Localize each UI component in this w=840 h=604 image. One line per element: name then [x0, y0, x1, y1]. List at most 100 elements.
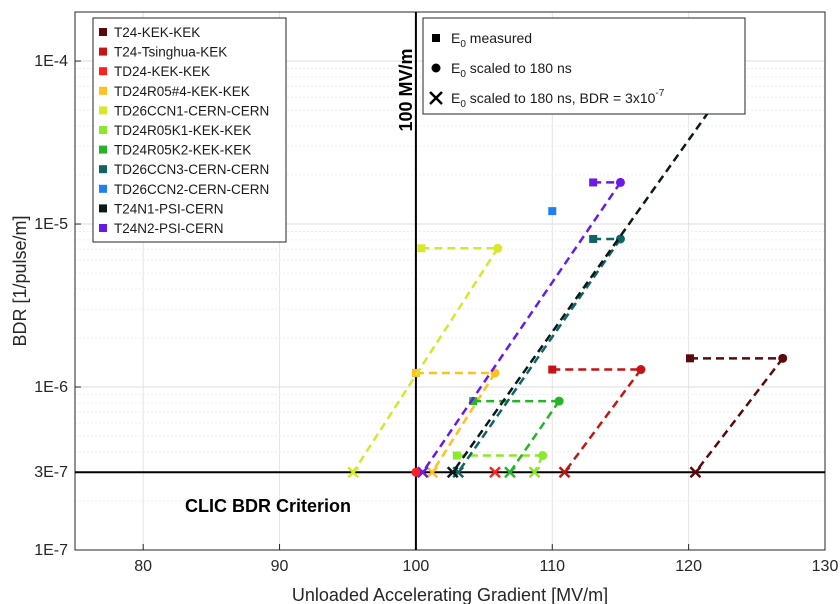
measured-point	[469, 397, 478, 406]
y-axis-label: BDR [1/pulse/m]	[10, 215, 30, 346]
marker-legend-sub: 0	[460, 69, 466, 80]
scaling-line	[451, 79, 732, 473]
scaled-point	[538, 451, 548, 461]
legend-swatch	[99, 67, 107, 76]
series-td26ccn2-cern-cern	[548, 207, 557, 216]
criterion-point-stroke	[489, 466, 501, 479]
marker-legend-box	[422, 17, 746, 115]
series-t24-tsinghua-kek	[548, 365, 646, 479]
criterion-point-stroke	[504, 466, 516, 479]
measured-point	[686, 354, 694, 363]
marker-legend-e: E	[451, 90, 460, 106]
legend-swatch	[99, 126, 107, 134]
series-td26ccn1-cern-cern	[347, 243, 503, 479]
criterion-point-stroke	[528, 466, 541, 479]
circle-marker-icon	[431, 63, 441, 73]
square-marker-icon	[432, 34, 440, 42]
criterion-point-stroke	[558, 466, 571, 479]
legend-label: T24N2-PSI-CERN	[114, 221, 224, 236]
marker-legend-label: E0 measured	[451, 30, 532, 50]
series-t24-kek-kek	[686, 353, 788, 479]
x-tick-label: 90	[271, 558, 289, 575]
marker-legend-sup: -7	[655, 88, 664, 99]
legend-swatch	[99, 145, 107, 154]
measured-point	[589, 234, 598, 243]
scaling-line	[421, 181, 622, 473]
legend-swatch	[99, 165, 107, 174]
marker-legend-e: E	[451, 30, 460, 46]
y-tick-label: 1E-4	[34, 53, 68, 70]
marker-legend-rest: scaled to 180 ns	[466, 60, 572, 76]
legend-label: T24-Tsinghua-KEK	[114, 45, 227, 60]
marker-legend-rest: measured	[466, 30, 532, 46]
scaling-line	[457, 238, 622, 473]
axes: 80 90 100 110 120 130 1E-7 3E-7 1E-6 1E-5 1E-4 Unlo…	[10, 53, 838, 604]
legend-swatch	[99, 204, 107, 213]
scaled-point	[411, 467, 421, 477]
scaling-line	[508, 400, 561, 473]
scaling-line	[352, 247, 499, 473]
marker-legend-label: E0 scaled to 180 ns, BDR = 3x10-7	[451, 88, 665, 110]
criterion-point-stroke	[426, 466, 439, 479]
legend-label: T24-KEK-KEK	[114, 25, 200, 40]
reference-line-label-100mvm: 100 MV/m	[396, 48, 416, 131]
legend-label: TD24R05#4-KEK-KEK	[114, 84, 250, 99]
x-axis-label: Unloaded Accelerating Gradient [MV/m]	[292, 585, 608, 604]
series-td24-kek-kek	[489, 466, 501, 479]
legend-label: TD26CCN1-CERN-CERN	[114, 103, 269, 118]
series-td24r05k2-kek-kek	[469, 396, 564, 479]
y-tick-label: 3E-7	[34, 464, 68, 481]
scaling-line	[694, 357, 784, 473]
series-legend: T24-KEK-KEK T24-Tsinghua-KEK TD24-KEK-KEK T…	[92, 17, 287, 243]
scaling-line	[431, 372, 497, 473]
measured-point	[548, 365, 557, 374]
x-tick-label: 130	[812, 558, 839, 575]
measured-point	[589, 178, 598, 187]
extra-point-group	[411, 467, 421, 477]
legend-swatch	[99, 47, 107, 56]
legend-swatch	[99, 28, 107, 36]
x-tick-label: 100	[403, 558, 430, 575]
criterion-point-stroke	[416, 466, 429, 479]
y-tick-label: 1E-6	[34, 379, 68, 396]
series-layer	[347, 75, 788, 479]
y-tick-label: 1E-7	[34, 542, 68, 559]
criterion-point-stroke	[347, 466, 360, 479]
x-tick-label: 110	[540, 558, 566, 575]
legend-label: TD24R05K1-KEK-KEK	[114, 123, 251, 138]
legend-swatch	[99, 224, 107, 232]
criterion-point-stroke	[446, 466, 459, 479]
series-t24n2-psi-cern	[416, 177, 625, 479]
x-marker-icon	[429, 91, 443, 105]
legend-label: TD24-KEK-KEK	[114, 64, 210, 79]
legend-swatch	[99, 86, 107, 95]
marker-legend-sub: 0	[460, 99, 466, 110]
legend-swatch	[99, 184, 107, 193]
scaled-point	[778, 353, 788, 363]
x-tick-label: 120	[675, 558, 702, 575]
marker-legend-sub: 0	[460, 39, 466, 50]
reference-lines: 100 MV/m CLIC BDR Criterion	[75, 12, 825, 550]
scaled-point	[636, 365, 646, 375]
marker-legend-rest: scaled to 180 ns, BDR = 3x10	[466, 90, 656, 106]
marker-legend-label: E0 scaled to 180 ns	[451, 60, 572, 80]
series-legend-box	[92, 17, 287, 243]
measured-point	[452, 451, 461, 460]
reference-line-label-criterion: CLIC BDR Criterion	[185, 496, 351, 516]
criterion-point-stroke	[689, 466, 702, 479]
scaling-line	[563, 368, 642, 473]
legend-swatch	[99, 106, 107, 115]
measured-point	[417, 244, 426, 253]
legend-label: T24N1-PSI-CERN	[114, 201, 224, 216]
scaled-point	[554, 396, 564, 406]
marker-legend-e: E	[451, 60, 460, 76]
series-td24r05k1-kek-kek	[452, 451, 548, 479]
scaled-point	[493, 243, 503, 253]
y-tick-label: 1E-5	[34, 216, 68, 233]
plot-frame	[74, 11, 826, 551]
scaled-point	[615, 177, 625, 187]
measured-point	[548, 207, 557, 216]
legend-label: TD24R05K2-KEK-KEK	[114, 143, 251, 158]
